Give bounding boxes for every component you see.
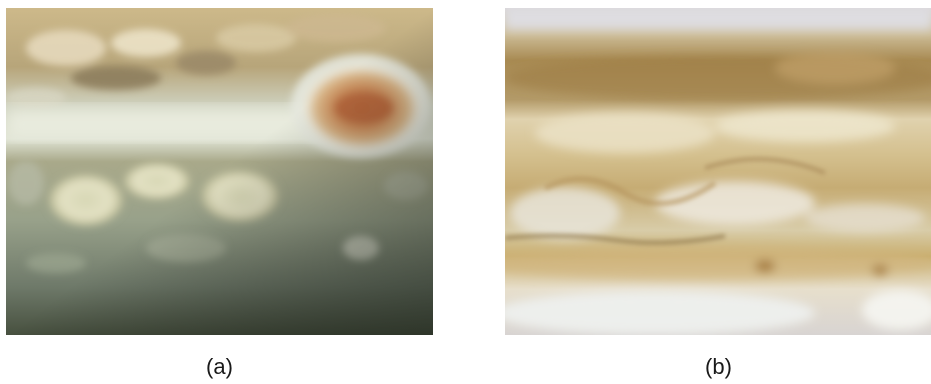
jupiter-cloud-bands-image [505, 8, 931, 335]
jupiter-great-red-spot-image [6, 8, 433, 335]
panel-a-caption: (a) [206, 354, 233, 379]
panel-b-caption: (b) [705, 354, 732, 379]
photo-panel-b [505, 8, 931, 335]
photo-panel-a [6, 8, 433, 335]
